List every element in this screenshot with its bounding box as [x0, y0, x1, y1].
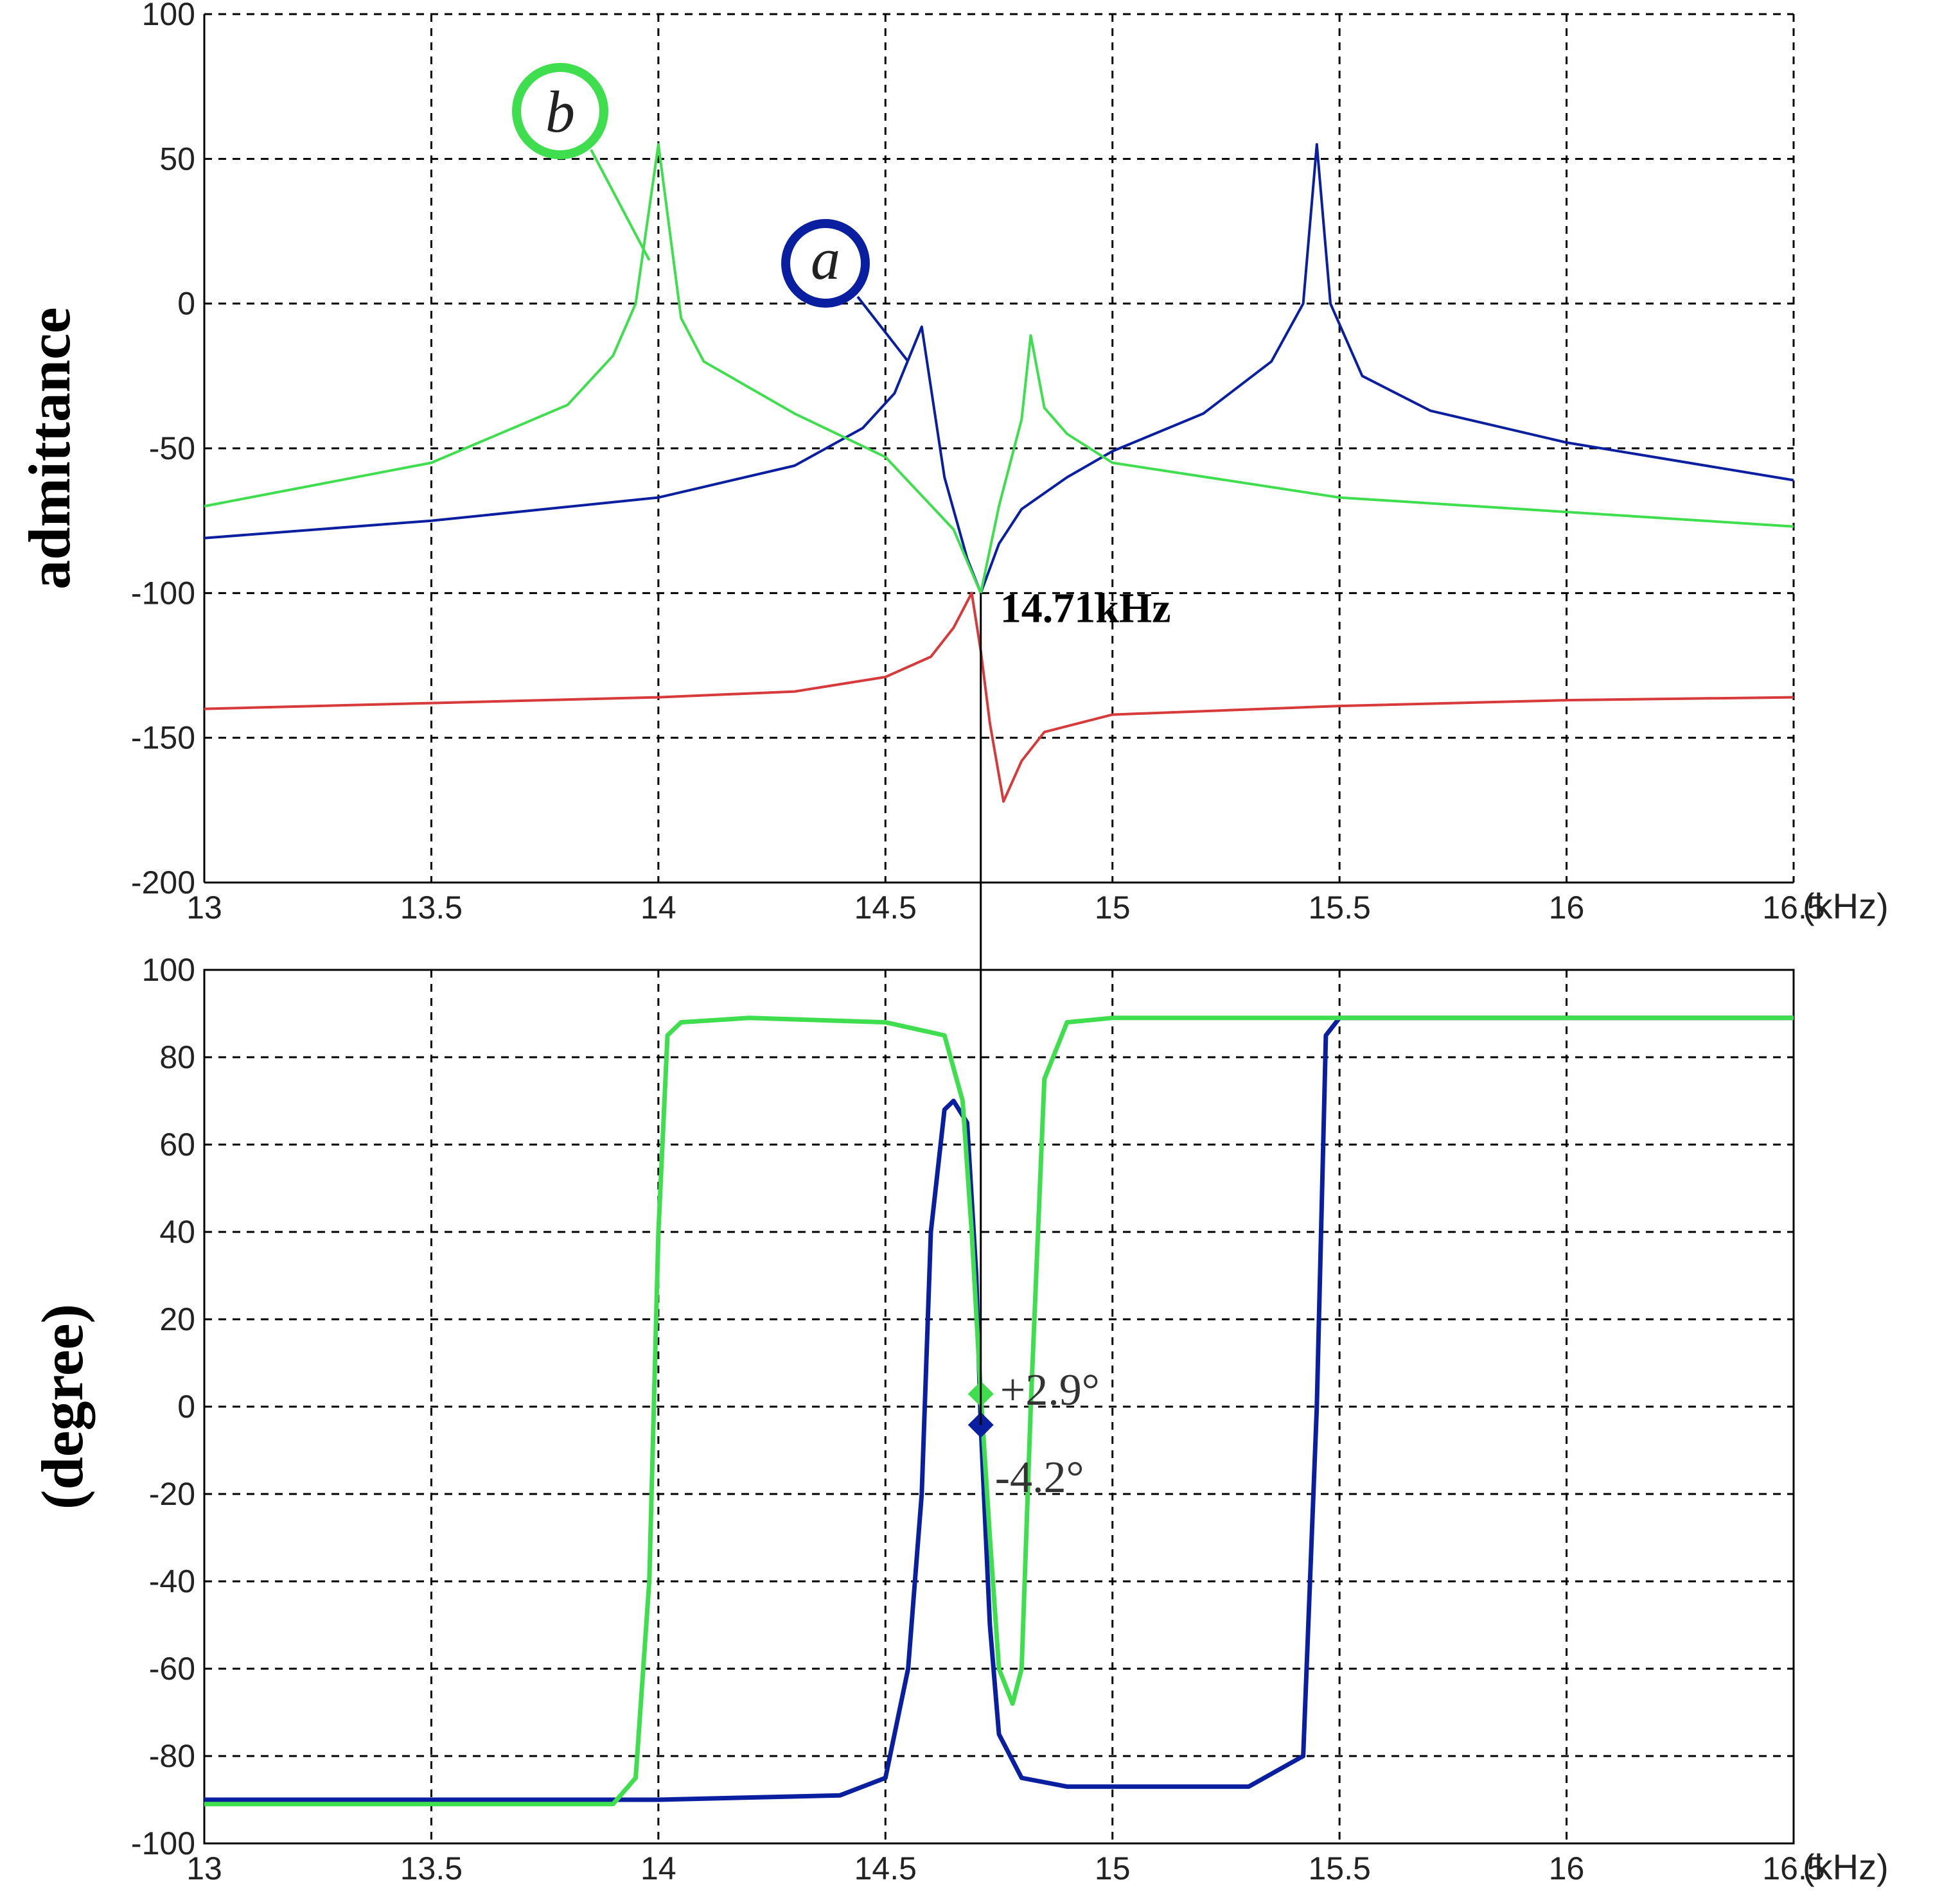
phase-y-tick-6: -20 — [149, 1476, 195, 1512]
admittance-y-label: admittance — [17, 307, 82, 589]
phase-x-tick-0: 13 — [186, 1850, 222, 1886]
phase-y-label: (degree) — [30, 1304, 95, 1509]
admittance-y-tick-5: -150 — [131, 720, 195, 756]
phase-x-tick-7: 16.5 — [1762, 1850, 1824, 1886]
frequency-annotation: 14.71kHz — [1000, 584, 1171, 631]
admittance-x-tick-0: 13 — [186, 890, 222, 926]
phase-x-unit: (kHz) — [1803, 1847, 1889, 1887]
admittance-series-a — [204, 143, 1794, 595]
admittance-x-tick-5: 15.5 — [1308, 890, 1370, 926]
phase-x-tick-4: 15 — [1095, 1850, 1131, 1886]
phase-x-tick-2: 14 — [640, 1850, 676, 1886]
phase-y-tick-2: 60 — [159, 1127, 195, 1163]
phase-y-tick-3: 40 — [159, 1214, 195, 1250]
admittance-series-b — [204, 143, 1794, 595]
callout-a-leader — [856, 295, 910, 363]
admittance-x-tick-2: 14 — [640, 890, 676, 926]
phase-y-tick-8: -60 — [149, 1651, 195, 1687]
admittance-y-tick-2: 0 — [177, 286, 195, 322]
admittance-y-tick-1: 50 — [159, 141, 195, 177]
phase-y-tick-1: 80 — [159, 1039, 195, 1075]
admittance-y-tick-0: 100 — [142, 0, 195, 32]
phase-y-tick-5: 0 — [177, 1389, 195, 1425]
angle-a-annotation: -4.2° — [995, 1453, 1084, 1502]
phase-y-tick-4: 20 — [159, 1301, 195, 1337]
admittance-series-c — [204, 592, 1794, 803]
phase-y-tick-0: 100 — [142, 952, 195, 988]
callout-a-label: a — [811, 226, 840, 292]
callout-b-circle — [512, 63, 608, 159]
admittance-x-tick-1: 13.5 — [400, 890, 463, 926]
admittance-x-tick-3: 14.5 — [854, 890, 917, 926]
callout-b-label: b — [545, 79, 575, 145]
admittance-x-tick-7: 16.5 — [1762, 890, 1824, 926]
admittance-y-tick-6: -200 — [131, 865, 195, 901]
phase-y-tick-7: -40 — [149, 1563, 195, 1599]
admittance-x-tick-6: 16 — [1549, 890, 1585, 926]
callout-a-circle — [781, 219, 870, 308]
phase-x-tick-3: 14.5 — [854, 1850, 917, 1886]
angle-b-annotation: +2.9° — [1000, 1366, 1100, 1415]
phase-series-b — [204, 1015, 1794, 1807]
phase-x-tick-6: 16 — [1549, 1850, 1585, 1886]
phase-series-a — [204, 1015, 1794, 1802]
phase-x-tick-1: 13.5 — [400, 1850, 463, 1886]
phase-x-tick-5: 15.5 — [1308, 1850, 1370, 1886]
admittance-x-tick-4: 15 — [1095, 890, 1131, 926]
admittance-x-unit: (kHz) — [1803, 886, 1889, 926]
admittance-y-tick-4: -100 — [131, 575, 195, 611]
phase-y-tick-10: -100 — [131, 1825, 195, 1861]
callout-b-leader — [590, 149, 651, 261]
admittance-y-tick-3: -50 — [149, 430, 195, 466]
phase-y-tick-9: -80 — [149, 1738, 195, 1774]
